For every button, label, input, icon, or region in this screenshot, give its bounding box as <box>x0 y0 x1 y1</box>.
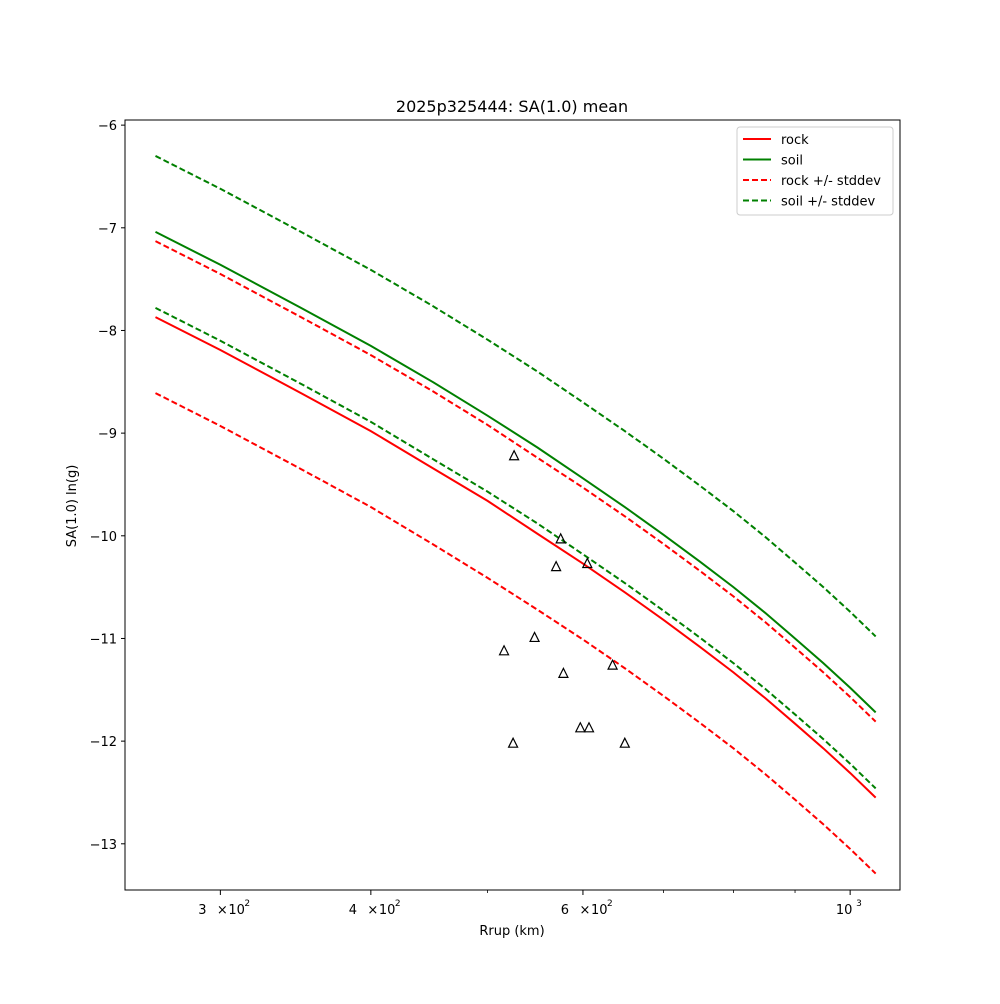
x-tick-power-base: 10 <box>379 903 396 918</box>
x-tick-times: × <box>579 903 590 918</box>
series-line-stddev-3 <box>155 392 877 875</box>
x-tick-base: 10 <box>836 903 853 918</box>
observation-marker <box>507 736 519 748</box>
legend-label: rock <box>781 133 809 148</box>
y-axis-label: SA(1.0) ln(g) <box>65 465 80 548</box>
observation-marker <box>581 557 593 569</box>
x-tick-power-base: 10 <box>228 903 245 918</box>
legend: rock soil rock +/- stddev soil +/- stddev <box>736 126 894 216</box>
y-tick-label: −7 <box>98 222 117 237</box>
y-tick-label: −6 <box>98 119 117 134</box>
x-tick-exponent: 2 <box>607 899 613 909</box>
x-tick-times: × <box>217 903 228 918</box>
x-tick-base: 6 <box>561 903 569 918</box>
observation-marker <box>574 721 586 733</box>
series-line-stddev-2 <box>155 240 877 723</box>
legend-label: rock +/- stddev <box>781 174 881 189</box>
observation-marker <box>583 721 595 733</box>
series-line-stddev-5 <box>155 306 877 790</box>
y-tick-label: −10 <box>90 530 117 545</box>
x-tick-times: × <box>367 903 378 918</box>
x-tick-exponent: 2 <box>244 899 250 909</box>
legend-label: soil +/- stddev <box>781 195 876 210</box>
x-tick-label: 10 3 <box>836 899 862 918</box>
legend-label: soil <box>781 154 803 169</box>
series-line-soil <box>155 231 877 714</box>
y-tick-label: −13 <box>90 838 117 853</box>
plot-area <box>155 155 877 875</box>
axes: −6−7−8−9−10−11−12−133 × 10 2 4 × 10 2 6 × 10 2 10 3 <box>90 119 901 918</box>
x-tick-label: 4 × 10 2 <box>349 899 401 918</box>
y-tick-label: −8 <box>98 324 117 339</box>
x-tick-label: 3 × 10 2 <box>198 899 250 918</box>
x-axis-label: Rrup (km) <box>479 924 544 939</box>
y-tick-label: −12 <box>90 735 117 750</box>
observation-marker <box>508 449 520 461</box>
series-line-rock <box>155 316 877 799</box>
series-line-stddev-4 <box>155 155 877 638</box>
x-tick-label: 6 × 10 2 <box>561 899 613 918</box>
observation-marker <box>550 560 562 572</box>
observation-marker <box>529 631 541 643</box>
observation-marker <box>557 667 569 678</box>
x-tick-power-base: 10 <box>591 903 608 918</box>
x-tick-exponent: 2 <box>395 899 401 909</box>
axes-frame <box>124 119 901 891</box>
observation-marker <box>607 658 619 670</box>
legend-box <box>736 126 894 216</box>
x-tick-base: 4 <box>349 903 357 918</box>
x-tick-base: 3 <box>198 903 206 918</box>
observation-marker <box>619 736 631 748</box>
observation-marker <box>555 532 567 544</box>
y-tick-label: −9 <box>98 427 117 442</box>
x-tick-exponent: 3 <box>856 899 862 909</box>
observation-marker <box>498 644 510 656</box>
chart-title: 2025p325444: SA(1.0) mean <box>396 97 628 116</box>
y-tick-label: −11 <box>90 632 117 647</box>
